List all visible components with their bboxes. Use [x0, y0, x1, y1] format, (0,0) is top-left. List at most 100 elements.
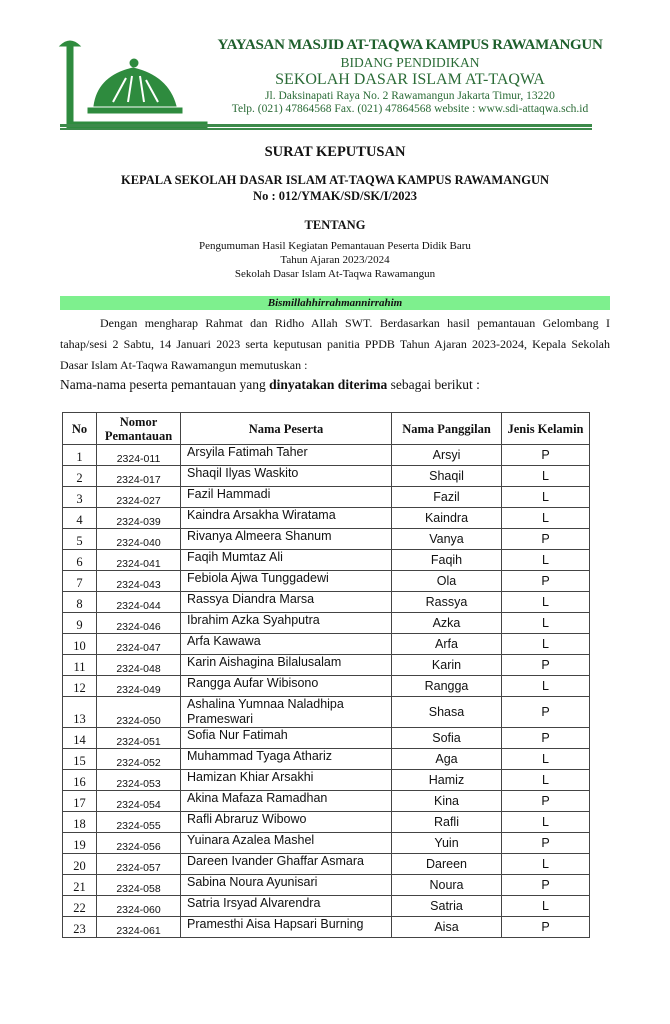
monitoring-number: 2324-041	[96, 549, 181, 571]
nickname: Shaqil	[391, 465, 502, 487]
department-name: BIDANG PENDIDIKAN	[340, 55, 480, 70]
table-row: 2 2324-017 Shaqil Ilyas Waskito Shaqil L	[62, 465, 590, 487]
table-row: 10 2324-047 Arfa Kawawa Arfa L	[62, 633, 590, 655]
table-row: 23 2324-061 Pramesthi Aisa Hapsari Burning…	[62, 916, 590, 938]
nickname: Arfa	[391, 633, 502, 655]
row-number: 8	[62, 591, 97, 613]
student-name: Ashalina Yumnaa Naladhipa Prameswari	[180, 696, 392, 728]
row-number: 20	[62, 853, 97, 875]
student-name: Rassya Diandra Marsa	[180, 591, 392, 613]
nickname: Rafli	[391, 811, 502, 833]
address: Jl. Daksinapati Raya No. 2 Rawamangun Ja…	[265, 89, 555, 102]
mosque-logo-icon	[58, 40, 208, 129]
row-number: 21	[62, 874, 97, 896]
student-name: Arfa Kawawa	[180, 633, 392, 655]
issuer: KEPALA SEKOLAH DASAR ISLAM AT-TAQWA KAMP…	[120, 173, 550, 187]
table-row: 20 2324-057 Dareen Ivander Ghaffar Asmara D…	[62, 853, 590, 875]
intro-text: Nama-nama peserta pemantauan yang	[60, 377, 270, 392]
nickname: Faqih	[391, 549, 502, 571]
col-nama: Nama Peserta	[180, 412, 392, 445]
monitoring-number: 2324-060	[96, 895, 181, 917]
table-row: 14 2324-051 Sofia Nur Fatimah Sofia P	[62, 727, 590, 749]
gender: L	[501, 811, 590, 833]
gender: L	[501, 633, 590, 655]
nickname: Karin	[391, 654, 502, 676]
row-number: 3	[62, 486, 97, 508]
bismillah-banner: Bismillahhirrahmannirrahim	[60, 296, 610, 310]
gender: P	[501, 654, 590, 676]
nickname: Hamiz	[391, 769, 502, 791]
row-number: 12	[62, 675, 97, 697]
row-number: 18	[62, 811, 97, 833]
nickname: Rangga	[391, 675, 502, 697]
row-number: 5	[62, 528, 97, 550]
student-name: Akina Mafaza Ramadhan	[180, 790, 392, 812]
monitoring-number: 2324-027	[96, 486, 181, 508]
monitoring-number: 2324-040	[96, 528, 181, 550]
monitoring-number: 2324-046	[96, 612, 181, 634]
about-line: Tahun Ajaran 2023/2024	[280, 254, 390, 266]
row-number: 1	[62, 444, 97, 466]
col-jenis-kelamin: Jenis Kelamin	[501, 412, 590, 445]
monitoring-number: 2324-058	[96, 874, 181, 896]
monitoring-number: 2324-053	[96, 769, 181, 791]
monitoring-number: 2324-052	[96, 748, 181, 770]
header-rule	[60, 124, 592, 127]
student-name: Satria Irsyad Alvarendra	[180, 895, 392, 917]
row-number: 4	[62, 507, 97, 529]
nickname: Dareen	[391, 853, 502, 875]
student-name: Dareen Ivander Ghaffar Asmara	[180, 853, 392, 875]
gender: P	[501, 790, 590, 812]
row-number: 6	[62, 549, 97, 571]
table-row: 16 2324-053 Hamizan Khiar Arsakhi Hamiz L	[62, 769, 590, 791]
nickname: Ola	[391, 570, 502, 592]
nickname: Sofia	[391, 727, 502, 749]
gender: P	[501, 528, 590, 550]
row-number: 16	[62, 769, 97, 791]
table-row: 21 2324-058 Sabina Noura Ayunisari Noura P	[62, 874, 590, 896]
row-number: 13	[62, 696, 97, 728]
row-number: 19	[62, 832, 97, 854]
table-row: 4 2324-039 Kaindra Arsakha Wiratama Kaindra…	[62, 507, 590, 529]
row-number: 22	[62, 895, 97, 917]
table-row: 7 2324-043 Febiola Ajwa Tunggadewi Ola P	[62, 570, 590, 592]
gender: L	[501, 507, 590, 529]
foundation-name: YAYASAN MASJID AT-TAQWA KAMPUS RAWAMANGU…	[217, 37, 603, 53]
table-row: 8 2324-044 Rassya Diandra Marsa Rassya L	[62, 591, 590, 613]
nickname: Azka	[391, 612, 502, 634]
table-row: 22 2324-060 Satria Irsyad Alvarendra Satria…	[62, 895, 590, 917]
table-row: 15 2324-052 Muhammad Tyaga Athariz Aga L	[62, 748, 590, 770]
student-name: Faqih Mumtaz Ali	[180, 549, 392, 571]
table-row: 1 2324-011 Arsyila Fatimah Taher Arsyi P	[62, 444, 590, 466]
nickname: Arsyi	[391, 444, 502, 466]
monitoring-number: 2324-011	[96, 444, 181, 466]
nickname: Kaindra	[391, 507, 502, 529]
gender: L	[501, 853, 590, 875]
nickname: Aga	[391, 748, 502, 770]
decision-paragraph: Dengan mengharap Rahmat dan Ridho Allah …	[60, 316, 610, 372]
row-number: 14	[62, 727, 97, 749]
student-name: Sofia Nur Fatimah	[180, 727, 392, 749]
gender: P	[501, 696, 590, 728]
gender: L	[501, 675, 590, 697]
intro-line: Nama-nama peserta pemantauan yang dinyat…	[60, 377, 480, 393]
monitoring-number: 2324-056	[96, 832, 181, 854]
nickname: Vanya	[391, 528, 502, 550]
nickname: Noura	[391, 874, 502, 896]
letterhead: YAYASAN MASJID AT-TAQWA KAMPUS RAWAMANGU…	[215, 38, 605, 116]
student-name: Rangga Aufar Wibisono	[180, 675, 392, 697]
row-number: 11	[62, 654, 97, 676]
monitoring-number: 2324-055	[96, 811, 181, 833]
table-row: 19 2324-056 Yuinara Azalea Mashel Yuin P	[62, 832, 590, 854]
decree-number: No : 012/YMAK/SD/SK/I/2023	[253, 189, 417, 203]
monitoring-number: 2324-039	[96, 507, 181, 529]
student-name: Yuinara Azalea Mashel	[180, 832, 392, 854]
nickname: Rassya	[391, 591, 502, 613]
header-rule	[60, 128, 592, 130]
table-row: 13 2324-050 Ashalina Yumnaa Naladhipa Pram…	[62, 696, 590, 728]
doc-title: SURAT KEPUTUSAN	[264, 144, 406, 160]
table-row: 9 2324-046 Ibrahim Azka Syahputra Azka L	[62, 612, 590, 634]
col-nomor: Nomor Pemantauan	[96, 412, 181, 445]
student-name: Pramesthi Aisa Hapsari Burning	[180, 916, 392, 938]
